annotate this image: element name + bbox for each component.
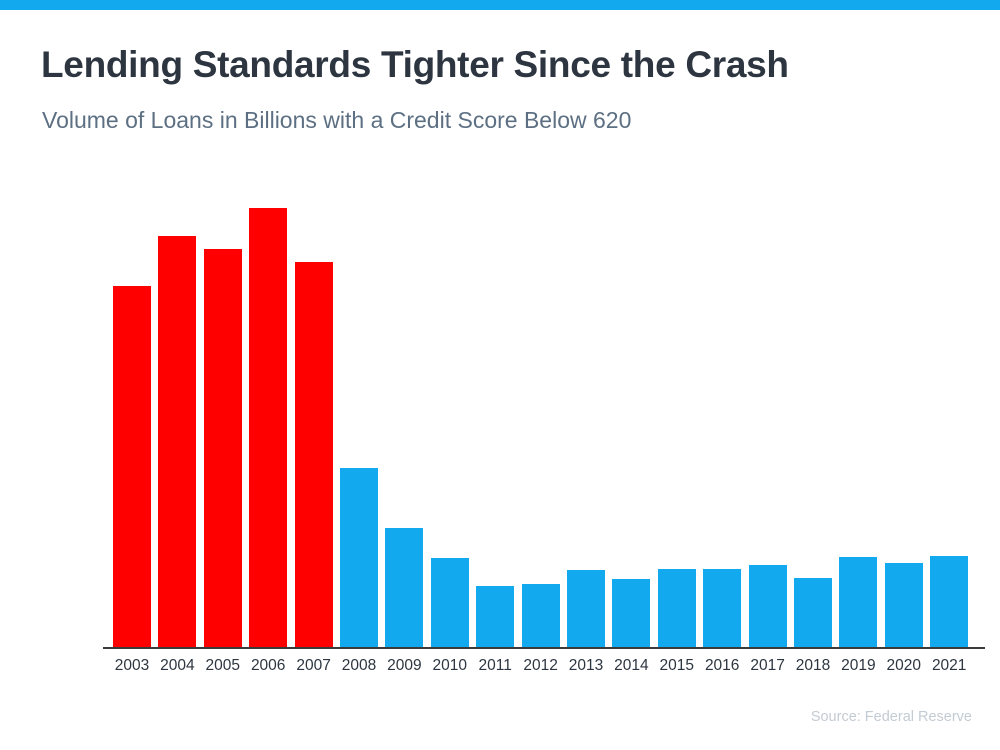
x-axis-tick-label: 2008 bbox=[341, 657, 377, 674]
bar-2018 bbox=[794, 577, 832, 648]
bar-2011 bbox=[476, 586, 515, 648]
bar-2016 bbox=[703, 568, 742, 648]
bar-2005 bbox=[203, 248, 242, 648]
bar-2014 bbox=[612, 579, 651, 648]
page-title: Lending Standards Tighter Since the Cras… bbox=[41, 44, 789, 85]
x-axis-tick-label: 2019 bbox=[841, 657, 876, 674]
bar-2017 bbox=[748, 565, 787, 648]
x-axis-tick-label: 2013 bbox=[568, 657, 604, 674]
bar-2004 bbox=[158, 235, 197, 648]
x-axis-tick-label: 2017 bbox=[750, 657, 785, 674]
bar-2007 bbox=[294, 261, 333, 648]
x-axis-tick-label: 2018 bbox=[795, 657, 831, 674]
x-axis-tick-label: 2005 bbox=[205, 657, 241, 674]
bar-2008 bbox=[340, 468, 378, 648]
x-axis-tick-label: 2014 bbox=[614, 657, 649, 674]
x-axis-tick-label: 2004 bbox=[160, 657, 195, 674]
x-axis-tick-label: 2012 bbox=[523, 657, 558, 674]
x-axis-tick-label: 2021 bbox=[931, 657, 967, 674]
x-axis-tick-label: 2015 bbox=[659, 657, 695, 674]
x-axis-tick-label: 2007 bbox=[296, 657, 331, 674]
bar-2010 bbox=[430, 558, 469, 648]
x-axis-tick-label: 2020 bbox=[886, 657, 922, 674]
plot-area bbox=[108, 181, 980, 648]
bar-2019 bbox=[839, 556, 878, 648]
bar-2021 bbox=[930, 555, 969, 648]
source-attribution: Source: Federal Reserve bbox=[810, 709, 972, 725]
x-axis-tick-label: 2006 bbox=[250, 657, 286, 674]
top-accent-bar bbox=[0, 0, 1000, 10]
x-axis-tick-label: 2011 bbox=[478, 657, 512, 674]
bar-2012 bbox=[521, 583, 560, 648]
bar-2009 bbox=[385, 527, 424, 648]
bar-2020 bbox=[884, 562, 923, 648]
bar-2015 bbox=[657, 568, 696, 648]
bar-2003 bbox=[113, 286, 151, 648]
x-axis-tick-label: 2010 bbox=[432, 657, 468, 674]
x-axis-tick-label: 2016 bbox=[704, 657, 740, 674]
bar-2006 bbox=[249, 207, 288, 648]
page-subtitle: Volume of Loans in Billions with a Credi… bbox=[42, 107, 632, 133]
x-axis-tick-label: 2003 bbox=[114, 657, 150, 674]
x-axis-line bbox=[103, 647, 985, 649]
x-axis-tick-label: 2009 bbox=[387, 657, 422, 674]
bar-2013 bbox=[567, 569, 605, 648]
